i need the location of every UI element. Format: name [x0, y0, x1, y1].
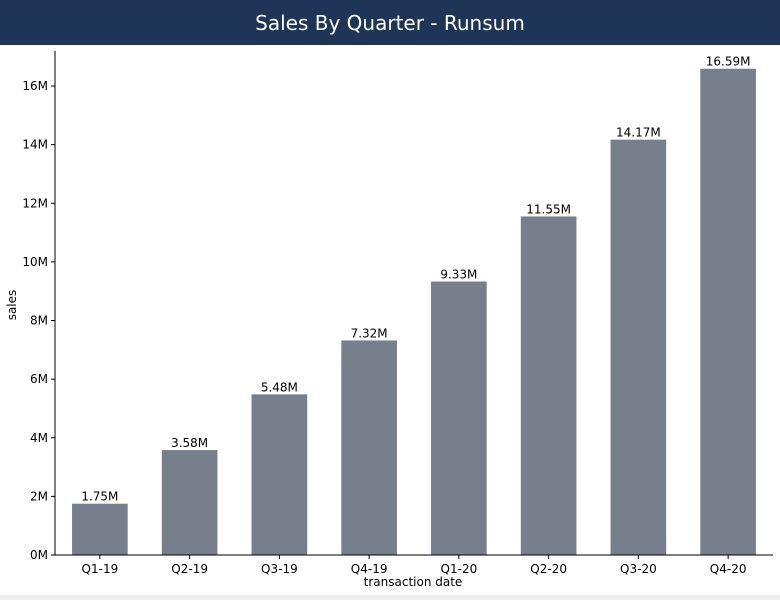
- x-tick-label-q2-20: Q2-20: [530, 562, 567, 576]
- y-tick-label: 4M: [30, 431, 48, 445]
- y-tick-label: 2M: [30, 489, 48, 503]
- x-tick-label-q1-19: Q1-19: [82, 562, 119, 576]
- x-tick-label-q4-20: Q4-20: [710, 562, 747, 576]
- x-axis-label: transaction date: [364, 575, 463, 589]
- value-label-q4-20: 16.59M: [706, 55, 751, 69]
- bars-group: [72, 68, 756, 555]
- y-tick-label: 6M: [30, 372, 48, 386]
- y-ticks-group: 0M 2M 4M 6M 8M 10M 12M 14M 16M: [22, 79, 55, 562]
- x-ticks-group: Q1-19 Q2-19 Q3-19 Q4-19 Q1-20 Q2-20 Q3-20 Q4-20: [82, 555, 747, 576]
- value-label-q2-19: 3.58M: [171, 436, 208, 450]
- y-tick-label: 14M: [22, 138, 48, 152]
- x-tick-label-q1-20: Q1-20: [441, 562, 478, 576]
- bar-q3-20: [610, 139, 667, 555]
- x-tick-label-q4-19: Q4-19: [351, 562, 388, 576]
- chart-area: 1.75M 3.58M 5.48M 7.32M 9.33M 11.55M 14.17M 16.…: [0, 45, 780, 595]
- chart-title: Sales By Quarter - Runsum: [255, 10, 525, 35]
- x-tick-label-q3-19: Q3-19: [261, 562, 298, 576]
- value-label-q2-20: 11.55M: [526, 202, 571, 216]
- bar-q1-19: [72, 503, 128, 555]
- x-tick-label-q2-19: Q2-19: [171, 562, 208, 576]
- chart-title-bar: Sales By Quarter - Runsum: [0, 0, 780, 45]
- y-tick-label: 8M: [30, 314, 48, 328]
- bar-chart: 1.75M 3.58M 5.48M 7.32M 9.33M 11.55M 14.17M 16.…: [5, 51, 773, 589]
- bottom-strip: [0, 595, 780, 600]
- value-label-q4-19: 7.32M: [351, 326, 388, 340]
- y-tick-label: 16M: [22, 79, 48, 93]
- value-label-q1-20: 9.33M: [440, 268, 477, 282]
- value-label-q1-19: 1.75M: [81, 490, 118, 504]
- x-tick-label-q3-20: Q3-20: [620, 562, 657, 576]
- y-tick-label: 10M: [22, 255, 48, 269]
- bar-q2-20: [520, 216, 577, 555]
- bar-q2-19: [161, 450, 218, 555]
- bar-q4-20: [700, 68, 756, 555]
- bar-q1-20: [431, 281, 487, 555]
- bar-q3-19: [251, 394, 308, 555]
- bar-q4-19: [341, 340, 397, 555]
- value-label-q3-19: 5.48M: [261, 380, 298, 394]
- y-tick-label: 12M: [22, 196, 48, 210]
- value-labels-group: 1.75M 3.58M 5.48M 7.32M 9.33M 11.55M 14.17M 16.…: [81, 55, 750, 504]
- value-label-q3-20: 14.17M: [616, 126, 661, 140]
- y-tick-label: 0M: [30, 548, 48, 562]
- y-axis-label: sales: [5, 290, 19, 321]
